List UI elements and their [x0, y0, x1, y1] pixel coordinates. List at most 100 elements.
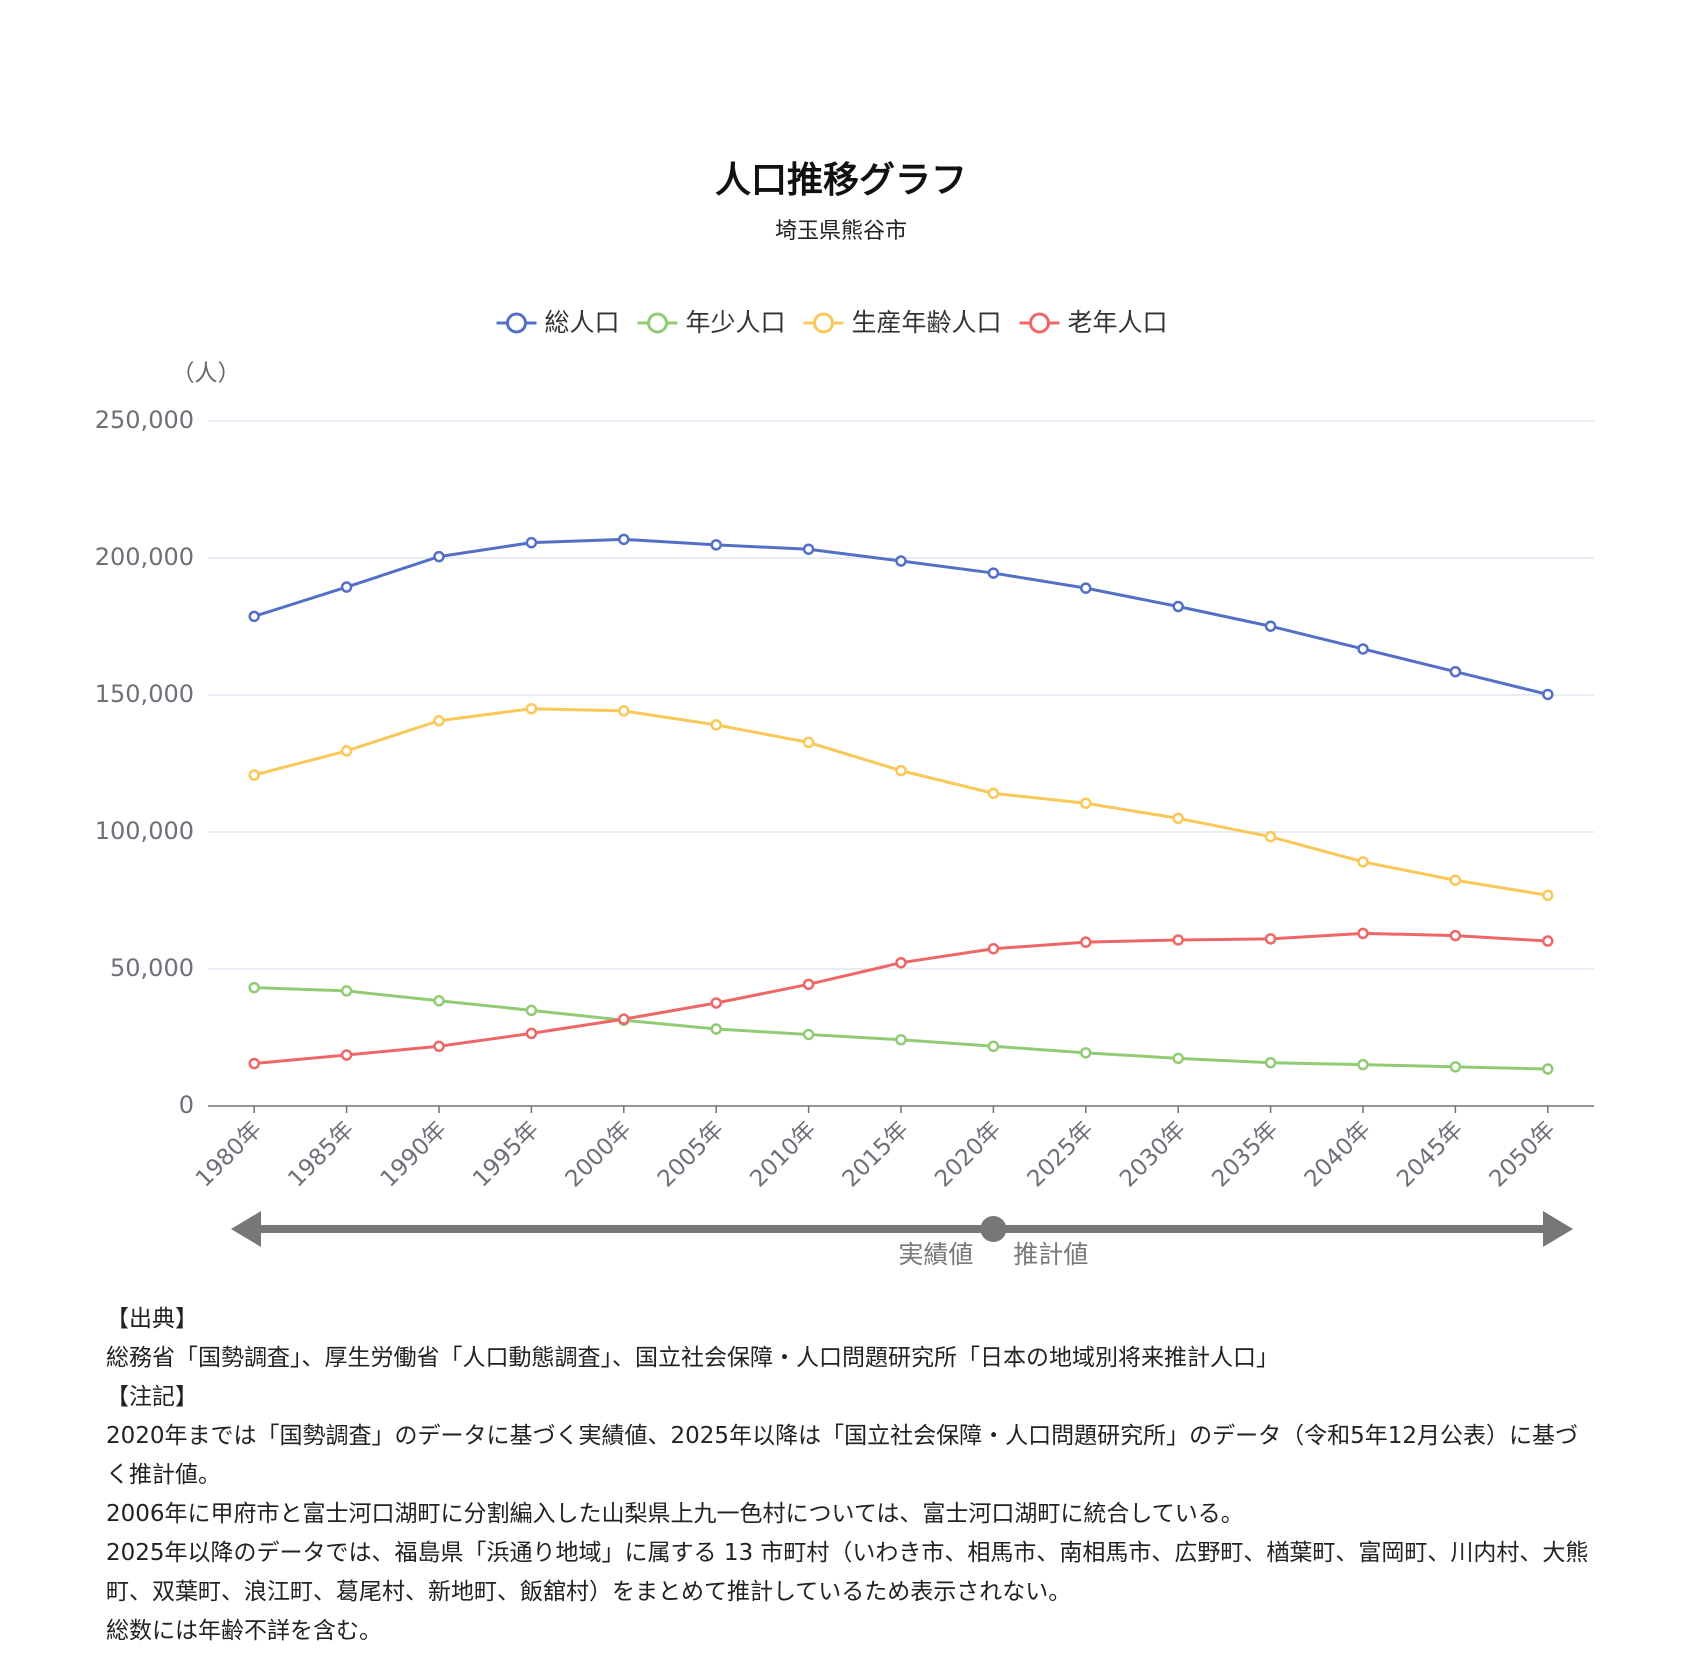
- data-point: [1357, 856, 1369, 868]
- data-point: [895, 1033, 907, 1046]
- data-point: [340, 745, 353, 757]
- data-point: [802, 1028, 815, 1041]
- x-tick-label: 2000年: [561, 1116, 637, 1192]
- data-point: [1264, 1056, 1277, 1069]
- data-point: [1542, 935, 1554, 947]
- note: 2025年以降のデータでは、福島県「浜通り地域」に属する 13 市町村（いわき市…: [106, 1540, 1589, 1605]
- note: 2020年までは「国勢調査」のデータに基づく実績値、2025年以降は「国立社会保…: [106, 1423, 1578, 1488]
- series-line: [253, 707, 1549, 897]
- legend: 総人口 年少人口 生産年齢人口 老年人口: [496, 308, 1168, 337]
- chart-title: 人口推移グラフ: [715, 160, 967, 201]
- x-tick-label: 1990年: [376, 1116, 452, 1192]
- y-tick-label: 200,000: [95, 543, 194, 571]
- annotation-forecast: 推計値: [1013, 1240, 1088, 1269]
- data-point: [1172, 1052, 1184, 1065]
- data-point: [433, 550, 445, 563]
- data-point: [1542, 889, 1554, 902]
- data-point: [895, 555, 907, 567]
- x-tick-label: 2045年: [1392, 1116, 1468, 1192]
- data-point: [1449, 665, 1462, 678]
- arrow-head-right: [1543, 1211, 1573, 1247]
- x-tick-label: 2005年: [653, 1116, 729, 1192]
- legend-label: 老年人口: [1068, 308, 1168, 337]
- x-tick-label: 1985年: [283, 1116, 359, 1192]
- data-point: [525, 1027, 538, 1040]
- data-point: [1357, 1058, 1369, 1071]
- data-point: [433, 715, 445, 727]
- data-point: [710, 719, 722, 731]
- x-tick-label: 2030年: [1115, 1116, 1191, 1192]
- data-point: [802, 543, 815, 555]
- data-point: [618, 533, 630, 546]
- y-tick-label: 0: [179, 1091, 194, 1119]
- data-point: [987, 787, 1000, 800]
- data-point: [525, 536, 538, 549]
- chart: 人口推移グラフ 埼玉県熊谷市 （人） 0 50,000 100,000 150,000…: [95, 160, 1594, 1269]
- data-point: [1080, 936, 1092, 948]
- x-tick-label: 2050年: [1485, 1116, 1561, 1192]
- legend-label: 総人口: [545, 308, 620, 337]
- legend-marker: [813, 312, 834, 334]
- y-tick-label: 100,000: [95, 817, 194, 845]
- data-point: [1357, 643, 1369, 655]
- legend-marker: [647, 312, 668, 334]
- note: 総数には年齢不詳を含む。: [106, 1618, 382, 1644]
- data-point: [987, 1040, 1000, 1053]
- source-heading: 【出典】: [106, 1306, 198, 1332]
- data-point: [340, 1049, 353, 1061]
- legend-marker: [1029, 312, 1050, 334]
- data-point: [433, 1040, 445, 1053]
- notes: 【出典】 総務省「国勢調査」、厚生労働省「人口動態調査」、国立社会保障・人口問題…: [106, 1300, 1596, 1651]
- data-point: [710, 997, 722, 1009]
- data-point: [1080, 582, 1092, 594]
- data-point: [895, 764, 907, 777]
- source: 総務省「国勢調査」、厚生労働省「人口動態調査」、国立社会保障・人口問題研究所「日…: [106, 1345, 1279, 1371]
- data-point: [802, 978, 815, 991]
- data-point: [1449, 874, 1462, 886]
- data-point: [1264, 933, 1277, 945]
- note-heading: 【注記】: [106, 1384, 198, 1410]
- data-point: [248, 610, 260, 623]
- data-point: [710, 539, 722, 551]
- data-point: [525, 702, 538, 715]
- data-point: [433, 995, 445, 1007]
- y-axis-label: （人）: [172, 361, 241, 387]
- legend-marker: [506, 312, 527, 334]
- data-point: [340, 581, 353, 593]
- data-point: [895, 956, 907, 969]
- data-point: [802, 736, 815, 749]
- legend-label: 生産年齢人口: [852, 308, 1002, 337]
- note: 2006年に甲府市と富士河口湖町に分割編入した山梨県上九一色村については、富士河…: [106, 1501, 1244, 1527]
- data-point: [525, 1004, 538, 1017]
- data-point: [710, 1023, 722, 1035]
- data-point: [987, 942, 1000, 955]
- data-point: [1542, 688, 1554, 701]
- data-point: [1172, 600, 1184, 613]
- x-tick-label: 2020年: [930, 1116, 1006, 1192]
- x-tick-label: 2015年: [838, 1116, 914, 1192]
- x-tick-label: 2035年: [1207, 1116, 1283, 1192]
- y-tick-label: 150,000: [95, 680, 194, 708]
- data-point: [1449, 929, 1462, 942]
- timeline-divider: [980, 1216, 1007, 1242]
- data-point: [340, 985, 353, 997]
- x-tick-label: 2025年: [1023, 1116, 1099, 1192]
- data-point: [1080, 1047, 1092, 1059]
- x-tick-label: 1995年: [468, 1116, 544, 1192]
- data-point: [248, 769, 260, 781]
- x-tick-label: 2010年: [745, 1116, 821, 1192]
- annotation-actual: 実績値: [898, 1240, 973, 1269]
- data-point: [1449, 1061, 1462, 1073]
- x-tick-label: 1980年: [191, 1116, 267, 1192]
- chart-subtitle: 埼玉県熊谷市: [775, 219, 907, 244]
- series-line: [254, 986, 1548, 1071]
- legend-label: 年少人口: [686, 308, 786, 337]
- data-point: [1542, 1063, 1554, 1075]
- data-point: [248, 1057, 260, 1070]
- y-tick-label: 50,000: [110, 954, 194, 982]
- data-point: [1172, 934, 1184, 946]
- data-point: [1357, 927, 1369, 940]
- x-tick-label: 2040年: [1300, 1116, 1376, 1192]
- y-tick-label: 250,000: [95, 406, 194, 434]
